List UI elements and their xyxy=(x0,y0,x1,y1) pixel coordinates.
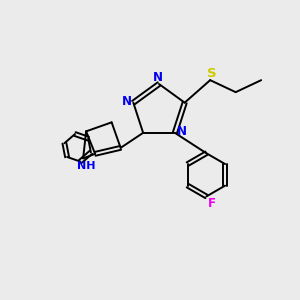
Text: F: F xyxy=(208,196,216,209)
Text: N: N xyxy=(122,95,132,108)
Text: N: N xyxy=(152,71,163,84)
Text: N: N xyxy=(176,125,187,138)
Text: S: S xyxy=(207,67,217,80)
Text: NH: NH xyxy=(77,161,95,171)
